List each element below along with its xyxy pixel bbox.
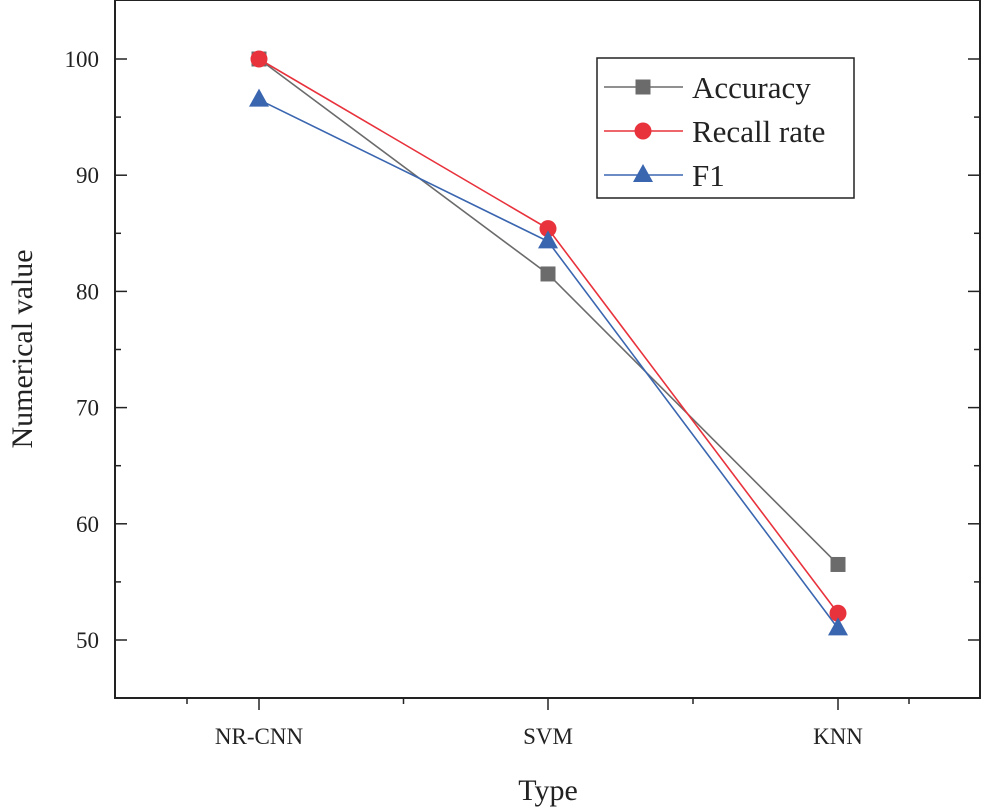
y-axis-title: Numerical value	[6, 249, 39, 448]
data-point-f1	[828, 617, 848, 636]
data-point-recall-rate	[250, 50, 268, 68]
legend-label-recall-rate: Recall rate	[692, 114, 825, 149]
x-axis-title: Type	[518, 774, 578, 807]
series-markers	[249, 50, 848, 636]
data-point-recall-rate	[539, 220, 557, 238]
y-tick-label: 70	[76, 396, 99, 421]
y-tick-label: 50	[76, 628, 99, 653]
legend-marker-accuracy	[635, 79, 651, 95]
data-point-f1	[249, 88, 269, 107]
y-tick-label: 60	[76, 512, 99, 537]
y-tick-label: 90	[76, 163, 99, 188]
y-tick-label: 80	[76, 279, 99, 304]
x-tick-label: SVM	[523, 724, 573, 749]
legend-marker-f1	[633, 164, 653, 182]
x-tick-label: NR-CNN	[215, 724, 304, 749]
data-point-f1	[538, 230, 558, 249]
y-tick-label: 100	[65, 47, 100, 72]
legend-items: Accuracy Recall rate F1	[604, 70, 825, 193]
data-point-accuracy	[830, 556, 846, 572]
legend-marker-recall-rate	[634, 122, 652, 140]
legend: Accuracy Recall rate F1	[596, 57, 855, 199]
data-point-recall-rate	[829, 604, 847, 622]
x-tick-label: KNN	[813, 724, 863, 749]
data-point-accuracy	[540, 266, 556, 282]
legend-label-accuracy: Accuracy	[692, 70, 811, 105]
axis-ticks: 50 60 70 80 90 100 NR-CNN SVM KNN	[65, 47, 980, 749]
legend-label-f1: F1	[692, 158, 725, 193]
